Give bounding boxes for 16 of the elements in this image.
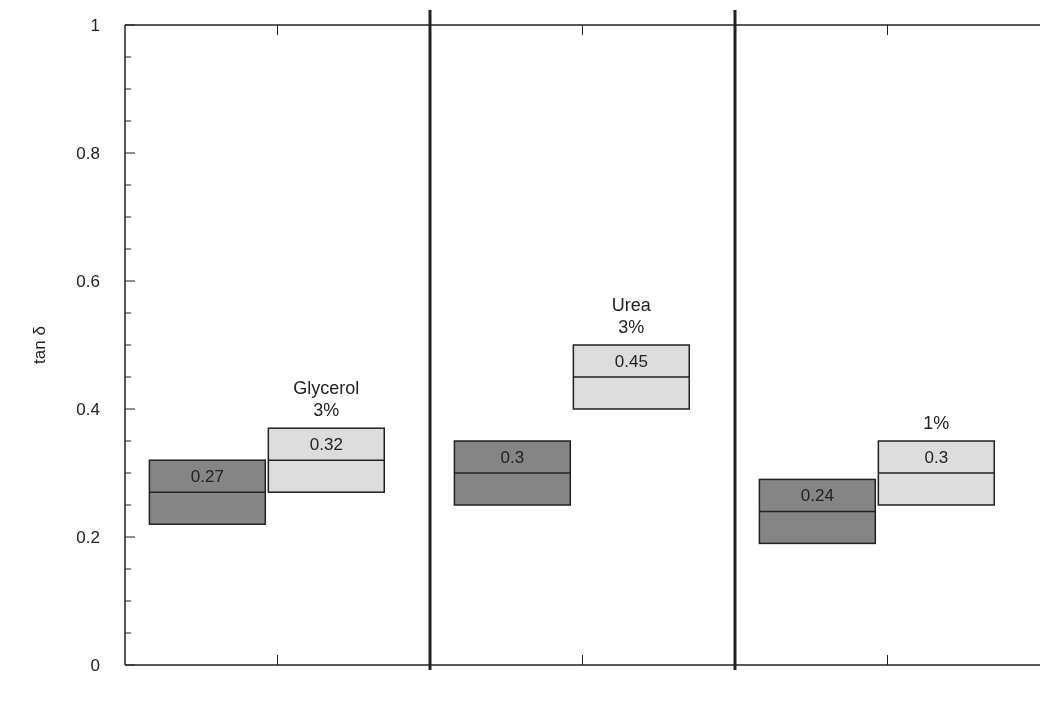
annotation: Urea 3% [611, 295, 652, 337]
y-tick-label: 1 [90, 16, 100, 35]
text: 0.32 [309, 435, 343, 455]
text: 0.3 [500, 448, 525, 467]
y-tick-label: 0.2 [76, 528, 100, 547]
text: 0.27 [190, 467, 224, 487]
text: 0.24 [800, 486, 834, 506]
annotation: 1% [923, 413, 950, 433]
text: 0.45 [614, 352, 648, 371]
annotation: Glycerol 3% [293, 378, 360, 421]
y-tick-label: 0.8 [76, 144, 100, 163]
text: 0.3 [924, 448, 949, 467]
y-axis-title: tan δ [30, 326, 49, 364]
y-tick-label: 0.6 [76, 272, 100, 291]
y-tick-label: 0 [90, 656, 100, 675]
y-tick-label: 0.4 [76, 400, 100, 419]
